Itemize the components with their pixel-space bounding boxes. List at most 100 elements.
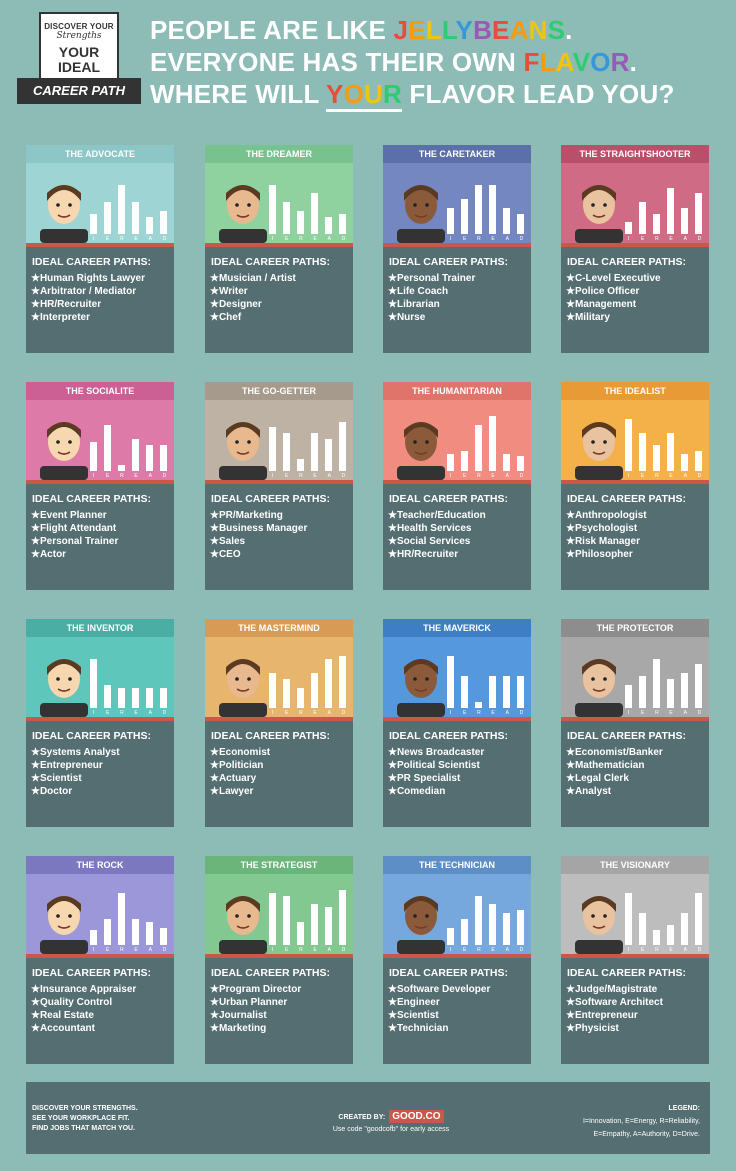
trait-bar	[339, 656, 346, 708]
trait-bar	[160, 211, 167, 234]
personality-card: THE ADVOCATE I E R E A D IDEAL CAREER PATHS: ★Hu…	[26, 145, 174, 353]
card-divider	[26, 243, 174, 247]
trait-axis-letter: A	[683, 947, 687, 953]
career-path-item: ★Comedian	[388, 786, 446, 797]
trait-axis-letter: E	[106, 473, 110, 479]
trait-axis-letter: A	[327, 947, 331, 953]
trait-bar	[297, 459, 304, 471]
career-paths-list: ★Program Director ★Urban Planner ★Journali…	[205, 983, 353, 1035]
career-path-item: ★Politician	[210, 760, 264, 771]
trait-axis-letter: E	[463, 473, 467, 479]
career-path-item: ★Scientist	[388, 1010, 439, 1021]
trait-axis-letter: E	[641, 710, 645, 716]
trait-axis-letter: A	[327, 236, 331, 242]
trait-bar	[118, 185, 125, 234]
trait-bar	[104, 425, 111, 471]
headline-word-jellybeans: JELLYBEANS	[393, 15, 566, 45]
trait-axis-letter: A	[505, 236, 509, 242]
career-path-item: ★Interpreter	[31, 312, 90, 323]
trait-axis-letter: I	[92, 473, 95, 479]
footer-tagline: DISCOVER YOUR STRENGTHS. SEE YOUR WORKPL…	[32, 1104, 138, 1134]
trait-axis-letter: A	[505, 473, 509, 479]
trait-axis-letter: I	[627, 236, 630, 242]
legend: LEGEND: I=Innovation, E=Energy, R=Reliab…	[500, 1102, 700, 1141]
trait-bar-chart	[625, 650, 703, 708]
career-path-item: ★CEO	[210, 549, 241, 560]
trait-bar	[503, 913, 510, 945]
career-path-item: ★Police Officer	[566, 286, 640, 297]
card-divider	[561, 954, 709, 958]
card-divider	[205, 954, 353, 958]
career-path-item: ★Legal Clerk	[566, 773, 629, 784]
career-path-item: ★Software Developer	[388, 984, 491, 995]
card-title: THE CARETAKER	[383, 145, 531, 163]
trait-bar	[667, 188, 674, 234]
career-paths-heading: IDEAL CAREER PATHS:	[389, 256, 509, 268]
trait-axis-letter: E	[313, 236, 317, 242]
card-title: THE MASTERMIND	[205, 619, 353, 637]
trait-bar-chart	[269, 887, 347, 945]
trait-bar	[339, 422, 346, 471]
trait-bar-chart	[269, 650, 347, 708]
career-paths-heading: IDEAL CAREER PATHS:	[567, 967, 687, 979]
trait-axis-letter: D	[162, 236, 167, 242]
career-paths-heading: IDEAL CAREER PATHS:	[211, 730, 331, 742]
card-divider	[561, 717, 709, 721]
trait-axis-letter: A	[683, 710, 687, 716]
trait-axis-letter: A	[505, 710, 509, 716]
trait-axis-letter: E	[106, 710, 110, 716]
trait-bar	[503, 208, 510, 234]
avatar-icon	[397, 896, 445, 954]
trait-axis-letter: D	[697, 473, 702, 479]
trait-bar	[90, 442, 97, 471]
headline-line-1-post: .	[565, 15, 573, 45]
career-paths-list: ★Insurance Appraiser ★Quality Control ★Rea…	[26, 983, 174, 1035]
card-divider	[383, 954, 531, 958]
career-path-item: ★Health Services	[388, 523, 472, 534]
headline-line-3-post: FLAVOR LEAD YOU?	[401, 79, 675, 109]
career-path-item: ★Sales	[210, 536, 246, 547]
personality-card: THE SOCIALITE I E R E A D IDEAL CAREER PATHS: ★E…	[26, 382, 174, 590]
avatar-icon	[40, 659, 88, 717]
trait-bar	[625, 893, 632, 945]
trait-axis-letter: I	[271, 473, 274, 479]
goodco-brand-logo[interactable]: GOOD.CO	[389, 1110, 444, 1123]
trait-bar	[503, 676, 510, 708]
career-path-item: ★Risk Manager	[566, 536, 640, 547]
trait-bar	[517, 910, 524, 945]
trait-axis-letter: E	[134, 947, 138, 953]
career-path-item: ★Arbitrator / Mediator	[31, 286, 137, 297]
career-path-item: ★Teacher/Education	[388, 510, 486, 521]
card-divider	[205, 717, 353, 721]
card-title: THE ROCK	[26, 856, 174, 874]
career-paths-heading: IDEAL CAREER PATHS:	[211, 493, 331, 505]
trait-bar	[447, 656, 454, 708]
career-path-item: ★News Broadcaster	[388, 747, 485, 758]
card-divider	[561, 480, 709, 484]
career-paths-list: ★Judge/Magistrate ★Software Architect ★Ent…	[561, 983, 709, 1035]
trait-axis-letter: E	[669, 710, 673, 716]
trait-bar	[461, 451, 468, 471]
headline-word-your: YOUR	[326, 79, 402, 112]
career-paths-heading: IDEAL CAREER PATHS:	[389, 730, 509, 742]
career-path-item: ★Judge/Magistrate	[566, 984, 658, 995]
footer: DISCOVER YOUR STRENGTHS. SEE YOUR WORKPL…	[26, 1082, 710, 1154]
trait-axis-letter: A	[505, 947, 509, 953]
trait-bar	[681, 673, 688, 708]
trait-axis-letter: D	[697, 947, 702, 953]
trait-axis-letter: R	[655, 947, 659, 953]
trait-bar	[146, 688, 153, 708]
trait-bar	[283, 896, 290, 945]
career-path-item: ★Political Scientist	[388, 760, 480, 771]
headline-line-2-post: .	[629, 47, 638, 77]
trait-bar-chart	[447, 413, 525, 471]
career-path-item: ★Chef	[210, 312, 242, 323]
trait-bar-chart	[90, 176, 168, 234]
